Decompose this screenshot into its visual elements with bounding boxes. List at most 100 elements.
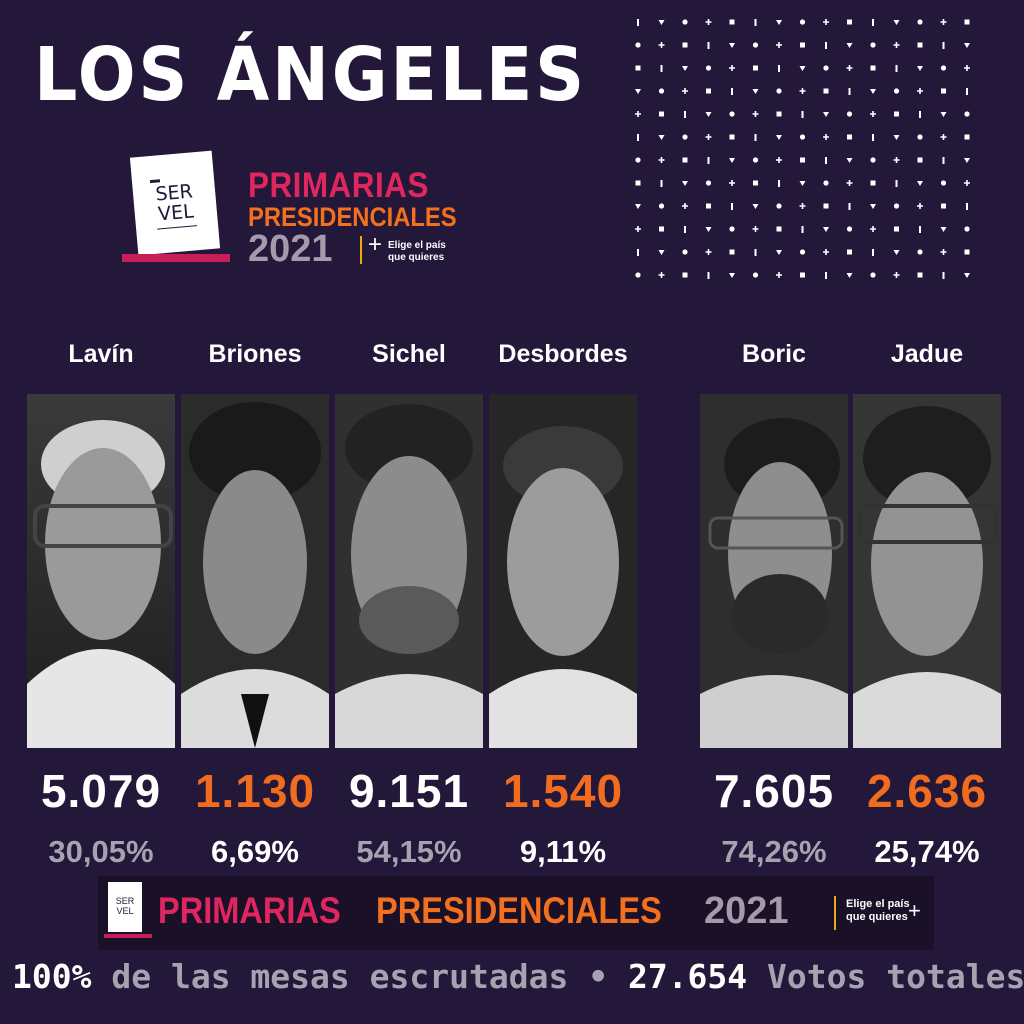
pattern-symbol [729, 43, 735, 48]
pattern-symbol [823, 112, 829, 117]
pattern-symbol [682, 19, 688, 25]
pattern-symbol [893, 20, 900, 25]
pattern-symbol [799, 181, 806, 186]
pattern-symbol [776, 157, 782, 163]
pattern-symbol [729, 65, 735, 71]
pattern-symbol [635, 157, 641, 163]
candidate-portrait-photo [853, 394, 1001, 748]
pattern-symbol [893, 250, 900, 255]
banner-divider [834, 896, 836, 930]
pattern-symbol [870, 226, 876, 232]
candidate-name: Jadue [890, 340, 964, 368]
pattern-symbol [776, 111, 782, 117]
logo-year: 2021 [248, 228, 333, 270]
pattern-symbol [966, 88, 968, 95]
pattern-symbol [752, 111, 759, 117]
pattern-symbol [799, 134, 806, 140]
pattern-symbol [801, 111, 804, 118]
banner-plus-icon: + [908, 898, 921, 923]
pattern-symbol [731, 88, 733, 95]
logo-plus-icon: + [368, 231, 383, 258]
pattern-symbol [682, 157, 688, 163]
pattern-symbol [894, 111, 899, 117]
total-votes: 27.654 [627, 957, 748, 996]
candidate-portrait-photo [181, 394, 329, 748]
pattern-symbol [846, 226, 853, 232]
logo-slogan: Elige el país que quieres [388, 240, 446, 263]
pattern-symbol [940, 112, 947, 117]
pattern-symbol [706, 88, 711, 94]
candidate-portrait-photo [700, 394, 848, 748]
pattern-symbol [964, 273, 970, 278]
pattern-symbol [942, 272, 945, 279]
pattern-symbol [660, 180, 663, 187]
pattern-symbol [893, 42, 900, 48]
pattern-symbol [917, 134, 923, 140]
pattern-symbol [870, 157, 876, 163]
candidate-percent: 25,74% [874, 834, 980, 869]
logo-primarias: PRIMARIAS [248, 166, 429, 205]
candidate-name: Desbordes [498, 340, 628, 368]
pattern-symbol [823, 203, 829, 209]
pattern-symbol [825, 157, 827, 164]
pattern-symbol [635, 180, 641, 186]
pattern-symbol [964, 111, 970, 117]
pattern-symbol [800, 157, 805, 163]
pattern-symbol [847, 134, 852, 140]
pattern-symbol [729, 273, 735, 278]
pattern-symbol [729, 180, 735, 186]
pattern-symbol [707, 157, 710, 164]
pattern-symbol [754, 134, 757, 141]
pattern-symbol [682, 42, 688, 48]
candidate-name: Sichel [372, 340, 446, 368]
candidate-name: Lavín [68, 340, 134, 368]
banner-slogan-line2: que quieres [846, 911, 908, 924]
logo-slogan-line1: Elige el país [388, 240, 446, 251]
pattern-symbol [964, 19, 970, 25]
pattern-symbol [776, 203, 782, 209]
pattern-symbol [753, 180, 758, 186]
candidate-percent: 9,11% [519, 834, 607, 869]
pattern-symbol [729, 158, 735, 163]
pattern-symbol [941, 203, 946, 209]
pattern-symbol [660, 65, 663, 72]
candidate-votes: 2.636 [866, 765, 988, 817]
pattern-symbol [917, 181, 923, 186]
pattern-symbol [964, 226, 970, 232]
pattern-symbol [635, 89, 641, 94]
pattern-symbol [870, 272, 876, 278]
decorative-symbol-pattern [635, 19, 970, 279]
pattern-symbol [682, 272, 688, 278]
pattern-symbol [682, 181, 688, 186]
candidate-votes: 9.151 [348, 765, 470, 817]
pattern-symbol [684, 111, 686, 118]
pattern-symbol [940, 134, 947, 140]
pattern-symbol [799, 66, 806, 71]
pattern-symbol [705, 134, 712, 140]
pattern-symbol [729, 19, 735, 25]
pattern-symbol [658, 135, 665, 140]
pattern-symbol [729, 111, 735, 117]
pattern-symbol [658, 157, 665, 163]
pattern-symbol [823, 88, 829, 94]
pattern-symbol [707, 272, 710, 279]
servel-ballot-icon: SER VEL [108, 882, 142, 932]
pattern-symbol [940, 227, 947, 232]
pattern-symbol [729, 134, 735, 140]
pattern-symbol [917, 66, 923, 71]
pattern-symbol [872, 19, 874, 26]
pattern-symbol [917, 42, 923, 48]
pattern-symbol [919, 111, 921, 118]
pattern-symbol [635, 226, 641, 232]
banner-presidenciales: PRESIDENCIALES [376, 890, 662, 931]
pattern-symbol [637, 19, 639, 26]
pattern-symbol [870, 180, 876, 186]
candidate-percent: 54,15% [356, 834, 462, 869]
pattern-symbol [917, 249, 923, 255]
pattern-symbol [870, 111, 876, 117]
banner-primarias: PRIMARIAS [158, 890, 341, 931]
pattern-symbol [917, 88, 923, 94]
pattern-symbol [776, 250, 782, 255]
pattern-symbol [635, 42, 641, 48]
pattern-symbol [659, 111, 664, 117]
